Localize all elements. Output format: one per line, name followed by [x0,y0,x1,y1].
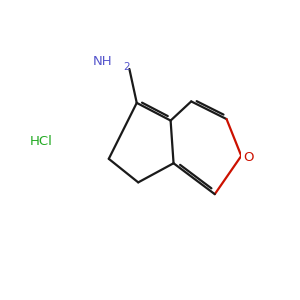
Text: NH: NH [93,55,112,68]
Text: O: O [243,151,254,164]
Text: HCl: HCl [29,135,52,148]
Text: 2: 2 [124,62,130,72]
